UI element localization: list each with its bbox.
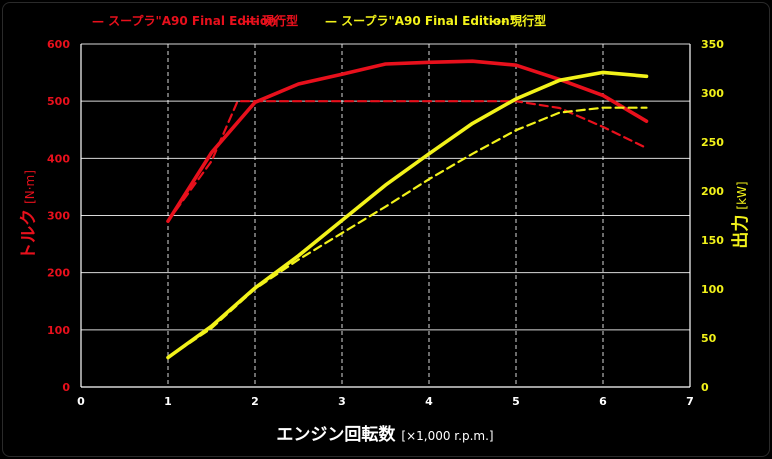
y-right-tick-label: 200 <box>701 185 724 198</box>
x-axis-label: エンジン回転数 [×1,000 r.p.m.] <box>276 424 493 445</box>
y-right-tick-label: 350 <box>701 38 724 51</box>
x-tick-label: 1 <box>164 395 172 408</box>
y-left-tick-label: 400 <box>47 152 70 165</box>
x-tick-label: 6 <box>599 395 607 408</box>
legend: — スープラ"A90 Final Edition"--- 現行型 — スープラ"A… <box>92 13 546 28</box>
legend-item-power-final-edition: — スープラ"A90 Final Edition" <box>325 13 516 28</box>
axis-labels: エンジン回転数 [×1,000 r.p.m.] トルク[N·m] 出力[kW] <box>19 170 751 445</box>
legend-item-torque-current: --- 現行型 <box>243 13 298 28</box>
series-power-current-line <box>166 106 648 359</box>
series-power-final-edition-line <box>166 70 649 360</box>
x-tick-label: 0 <box>77 395 85 408</box>
y-left-tick-label: 200 <box>47 267 70 280</box>
legend-item-torque-final-edition: — スープラ"A90 Final Edition" <box>92 13 283 28</box>
y-right-tick-label: 250 <box>701 136 724 149</box>
y-right-tick-label: 0 <box>701 381 709 394</box>
series-lines <box>166 59 649 360</box>
y-left-tick-label: 300 <box>47 210 70 223</box>
y-left-tick-label: 0 <box>62 381 70 394</box>
x-tick-label: 2 <box>251 395 259 408</box>
x-tick-label: 3 <box>338 395 346 408</box>
y-left-tick-label: 100 <box>47 324 70 337</box>
x-tick-label: 5 <box>512 395 520 408</box>
y-right-tick-label: 300 <box>701 87 724 100</box>
y-right-tick-label: 50 <box>701 332 717 345</box>
y-left-tick-label: 500 <box>47 95 70 108</box>
y-right-tick-label: 100 <box>701 283 724 296</box>
series-torque-current-line <box>166 100 648 223</box>
tick-labels: 0 1 2 3 4 5 6 701002003004005006000501001502002… <box>47 38 724 408</box>
y-left-axis-label: トルク[N·m] <box>19 170 39 260</box>
x-tick-label: 7 <box>686 395 694 408</box>
y-right-axis-label: 出力[kW] <box>730 181 751 248</box>
series-torque-final-edition-line <box>166 59 649 223</box>
y-left-tick-label: 600 <box>47 38 70 51</box>
x-tick-label: 4 <box>425 395 433 408</box>
legend-item-power-current: --- 現行型 <box>491 13 546 28</box>
y-right-tick-label: 150 <box>701 234 724 247</box>
